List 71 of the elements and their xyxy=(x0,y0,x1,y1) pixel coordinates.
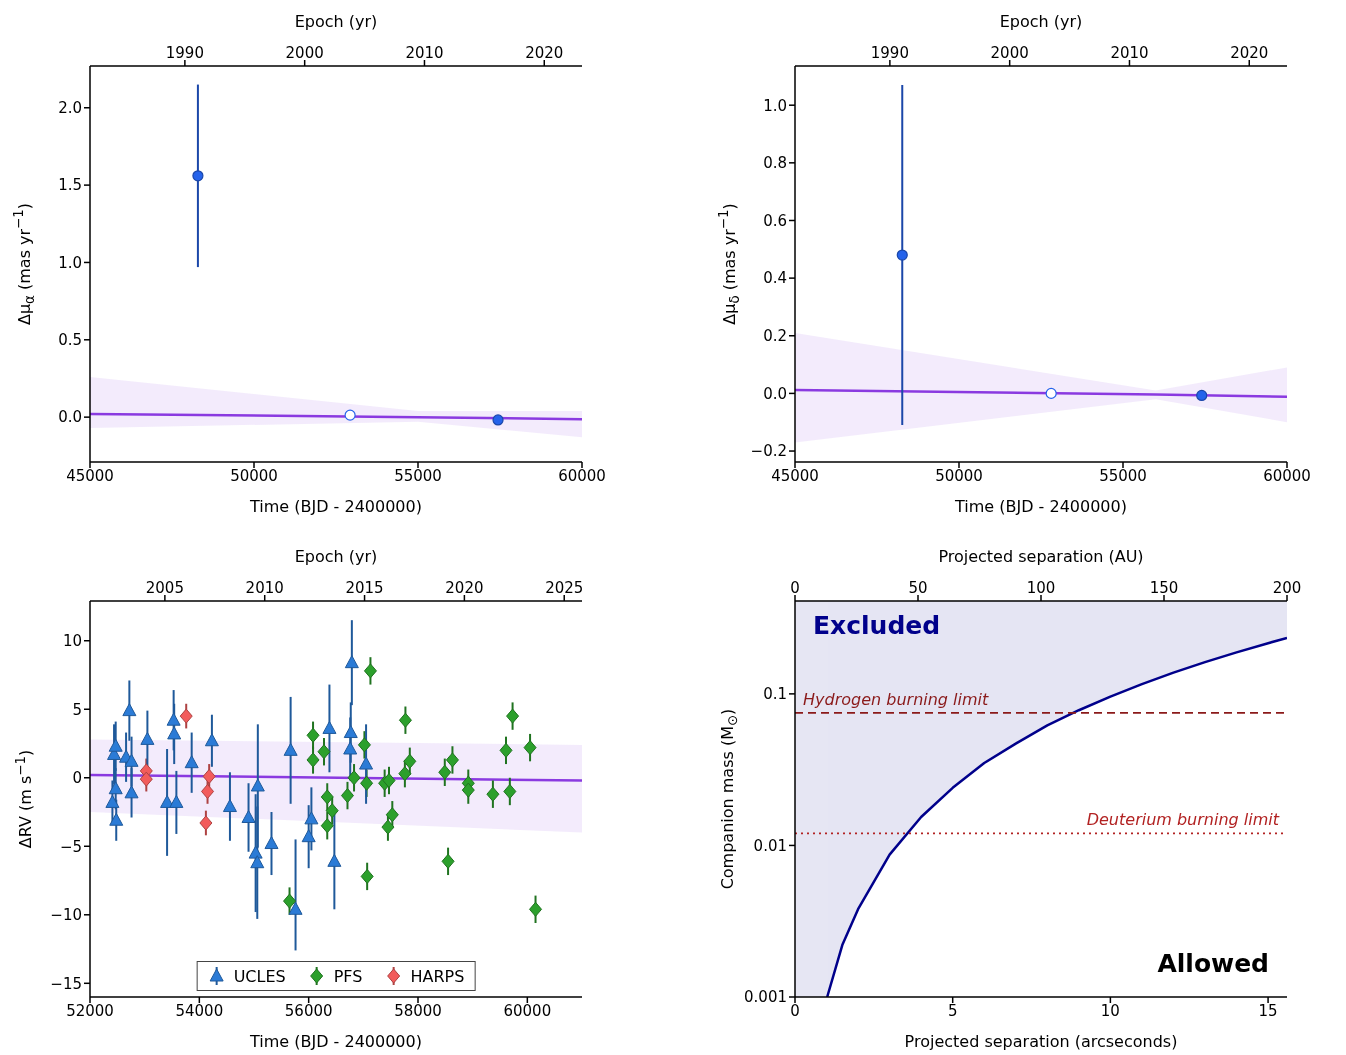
y-tick-label: 0.01 xyxy=(753,836,787,855)
legend-label: UCLES xyxy=(233,966,286,986)
y-tick-label: 0 xyxy=(72,769,82,788)
x2-tick-label: 2000 xyxy=(990,44,1029,62)
x2-tick-label: 2000 xyxy=(285,44,324,62)
y-tick-label: 0.1 xyxy=(763,685,787,704)
x-tick-label: 54000 xyxy=(175,1001,224,1020)
y-tick-label: 0.8 xyxy=(763,154,787,173)
y-tick-label: 0.6 xyxy=(763,211,787,230)
y-tick-label: −10 xyxy=(50,906,82,925)
annotation: Excluded xyxy=(813,611,941,640)
x-axis-title: Projected separation (arcseconds) xyxy=(904,1032,1178,1051)
x2-tick-label: 2025 xyxy=(545,579,584,597)
x2-tick-label: 2010 xyxy=(245,579,284,597)
x-tick-label: 60000 xyxy=(1263,466,1311,485)
x2-tick-label: 0 xyxy=(790,579,800,597)
y-tick-label: 0.5 xyxy=(58,331,82,350)
x-tick-label: 60000 xyxy=(503,1001,552,1020)
y-tick-label: 1.0 xyxy=(763,96,787,115)
y-tick-label: 0.001 xyxy=(744,988,787,1007)
y-tick-label: 0.0 xyxy=(763,384,787,403)
y-tick-label: −15 xyxy=(50,974,82,993)
x2-tick-label: 2020 xyxy=(445,579,484,597)
x-tick-label: 45000 xyxy=(66,466,114,485)
x-tick-label: 5 xyxy=(947,1001,958,1020)
x-tick-label: 52000 xyxy=(66,1001,114,1020)
x-tick-label: 15 xyxy=(1258,1001,1278,1020)
x-tick-label: 58000 xyxy=(394,1001,442,1020)
x-tick-label: 55000 xyxy=(1099,466,1147,485)
y-tick-label: −0.2 xyxy=(750,442,787,461)
x2-tick-label: 100 xyxy=(1026,579,1056,597)
x2-axis-title: Epoch (yr) xyxy=(294,12,378,32)
x2-tick-label: 2010 xyxy=(405,44,444,62)
x-axis-title: Time (BJD - 2400000) xyxy=(249,497,422,516)
x2-tick-label: 2005 xyxy=(145,579,184,597)
x2-tick-label: 2010 xyxy=(1110,44,1149,62)
x2-tick-label: 1990 xyxy=(165,44,204,62)
y-tick-label: 0.0 xyxy=(58,408,82,427)
x-tick-label: 50000 xyxy=(230,466,278,485)
y-tick-label: 2.0 xyxy=(58,99,82,118)
x2-tick-label: 2020 xyxy=(525,44,564,62)
x2-tick-label: 2020 xyxy=(1230,44,1269,62)
x-tick-label: 50000 xyxy=(935,466,983,485)
x-tick-label: 60000 xyxy=(558,466,606,485)
y-tick-label: −5 xyxy=(59,837,82,856)
x2-axis-title: Epoch (yr) xyxy=(294,547,378,567)
x-tick-label: 56000 xyxy=(284,1001,333,1020)
x2-tick-label: 50 xyxy=(908,579,928,597)
x-tick-label: 55000 xyxy=(394,466,442,485)
x-tick-label: 0 xyxy=(790,1001,800,1020)
ref-line-label: Deuterium burning limit xyxy=(1086,810,1280,830)
x-tick-label: 45000 xyxy=(771,466,819,485)
x-axis-title: Time (BJD - 2400000) xyxy=(249,1032,422,1051)
x2-tick-label: 1990 xyxy=(870,44,909,62)
ref-line-label: Hydrogen burning limit xyxy=(803,689,990,709)
y-tick-label: 1.5 xyxy=(58,176,82,195)
x2-axis-title: Epoch (yr) xyxy=(999,12,1083,32)
y-tick-label: 10 xyxy=(62,632,82,651)
x2-tick-label: 2015 xyxy=(345,579,384,597)
x2-tick-label: 150 xyxy=(1149,579,1179,597)
y-tick-label: 0.4 xyxy=(763,269,787,288)
annotation: Allowed xyxy=(1157,949,1269,978)
y-tick-label: 5 xyxy=(72,700,82,719)
x-axis-title: Time (BJD - 2400000) xyxy=(954,497,1127,516)
legend-label: PFS xyxy=(333,966,363,986)
y-tick-label: 1.0 xyxy=(58,253,82,272)
y-tick-label: 0.2 xyxy=(763,327,787,346)
legend-label: HARPS xyxy=(410,966,465,986)
x2-axis-title: Projected separation (AU) xyxy=(938,547,1144,567)
x-tick-label: 10 xyxy=(1100,1001,1120,1020)
x2-tick-label: 200 xyxy=(1272,579,1302,597)
